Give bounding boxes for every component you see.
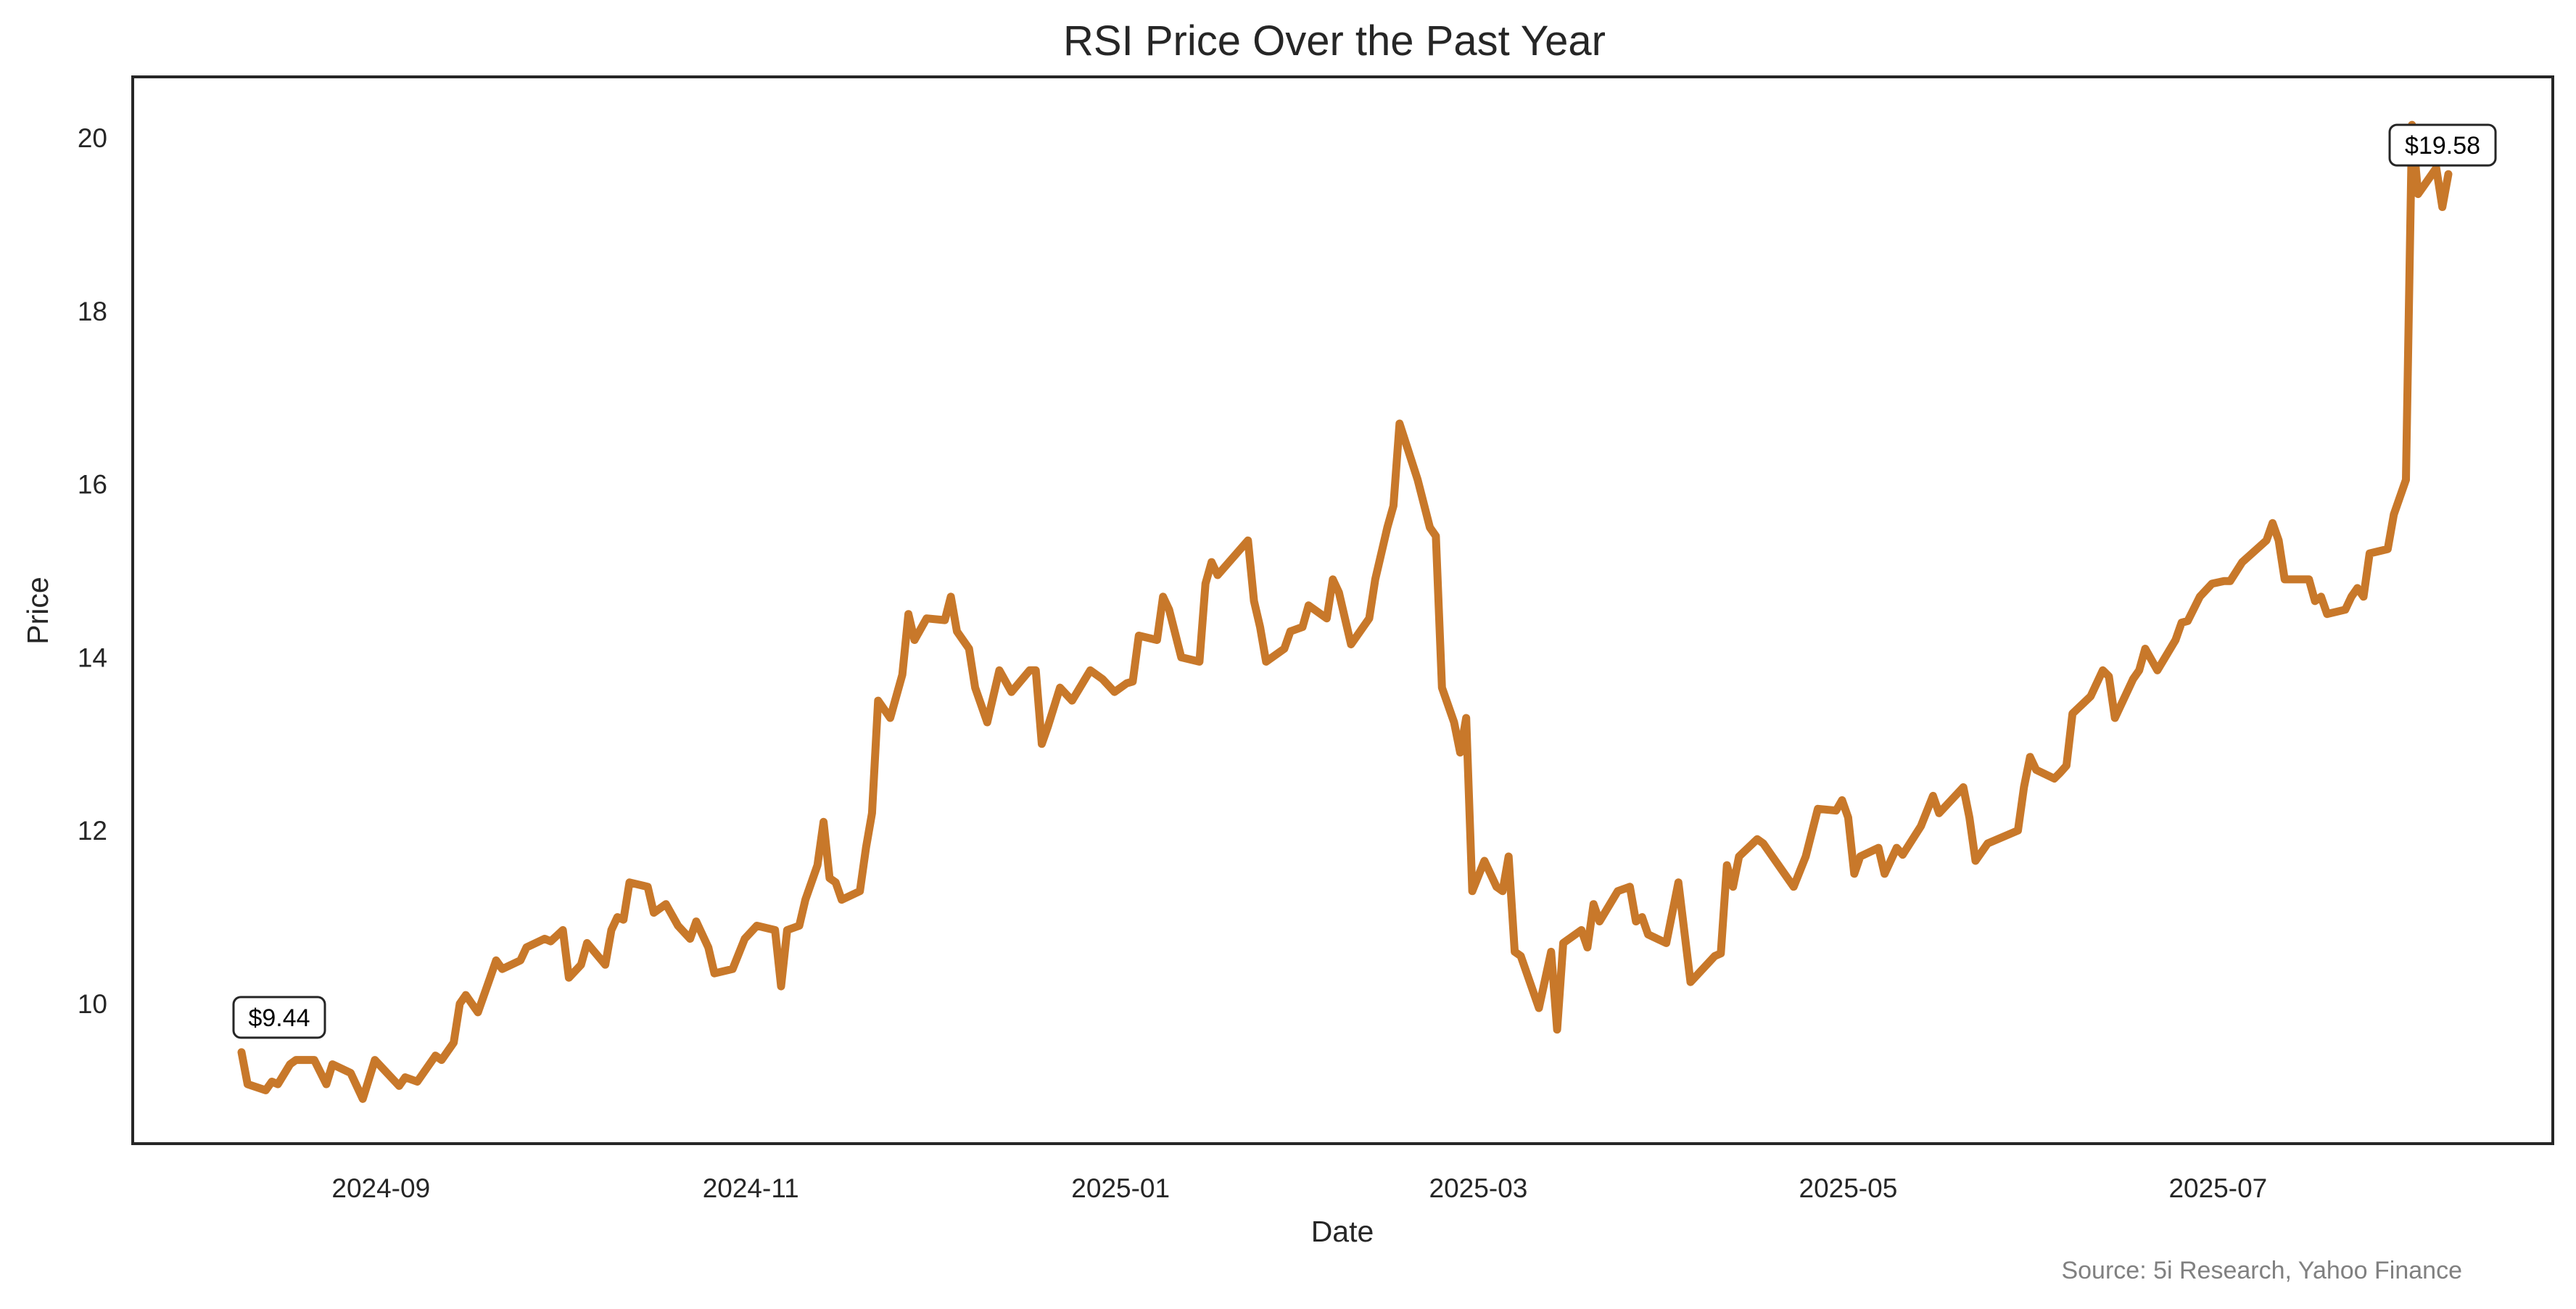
y-tick-label: 10 — [78, 989, 107, 1019]
y-tick-label: 14 — [78, 643, 107, 672]
price-annotation: $19.58 — [2388, 123, 2497, 167]
annotation-label: $19.58 — [2405, 132, 2480, 160]
axes-frame — [131, 75, 2554, 1145]
price-annotation: $9.44 — [232, 996, 326, 1039]
chart-title: RSI Price Over the Past Year — [1063, 17, 1606, 65]
annotation-label: $9.44 — [248, 1004, 310, 1032]
y-tick-label: 16 — [78, 470, 107, 500]
x-axis-ticks: 2024-09 2024-11 2025-01 2025-03 2025-05 2025-… — [331, 1173, 2267, 1203]
annotations: $9.44 $19.58 — [232, 123, 2497, 1039]
y-tick-label: 20 — [78, 123, 107, 153]
x-tick-label: 2024-11 — [703, 1173, 799, 1203]
x-tick-label: 2025-07 — [2168, 1173, 2267, 1203]
y-axis-label: Price — [21, 577, 54, 644]
x-tick-label: 2025-03 — [1429, 1173, 1528, 1203]
x-tick-label: 2024-09 — [331, 1173, 430, 1203]
y-tick-label: 12 — [78, 816, 107, 846]
source-note: Source: 5i Research, Yahoo Finance — [2061, 1257, 2462, 1284]
annotation-box — [232, 996, 326, 1039]
x-axis-label: Date — [1311, 1215, 1374, 1248]
y-axis-ticks: 10 12 14 16 18 20 — [78, 123, 107, 1019]
plot-area — [237, 120, 2453, 1103]
x-tick-label: 2025-05 — [1799, 1173, 1898, 1203]
annotation-box — [2388, 123, 2497, 167]
x-tick-label: 2025-01 — [1071, 1173, 1170, 1203]
y-tick-label: 18 — [78, 297, 107, 326]
price-line — [237, 120, 2453, 1103]
